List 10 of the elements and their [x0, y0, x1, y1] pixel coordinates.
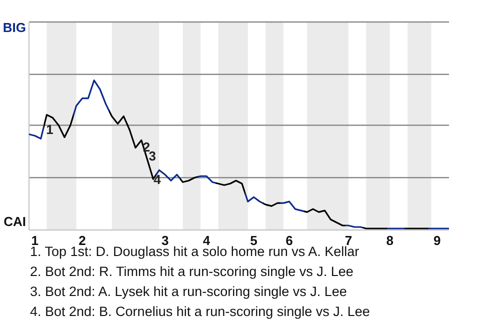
text: 3. Bot 2nd: A. Lysek hit a run-scoring single vs J. Lee — [30, 284, 347, 299]
x-tick-label: 9 — [434, 233, 441, 248]
annotation: 3 — [148, 148, 156, 164]
text: 4. Bot 2nd: B. Cornelius hit a run-scoring single vs J. Lee — [30, 304, 370, 319]
annotation: 4 — [154, 172, 162, 188]
x-tick-label: 8 — [386, 233, 394, 248]
text: 2. Bot 2nd: R. Timms hit a run-scoring single vs J. Lee — [30, 264, 354, 279]
text: CAI — [4, 214, 26, 229]
annotation: 1 — [46, 122, 54, 137]
text: BIG — [2, 20, 26, 35]
